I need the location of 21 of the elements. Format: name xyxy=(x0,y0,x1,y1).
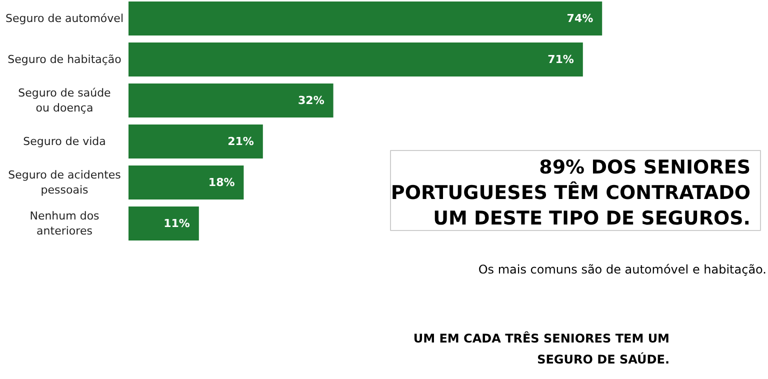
data-label: 32% xyxy=(298,94,324,107)
text: UM EM CADA TRÊS SENIORES TEM UM SEGURO DE SAÚDE. xyxy=(413,330,670,366)
data-label: 18% xyxy=(208,176,235,189)
y-tick-label: Nenhum dos anteriores xyxy=(30,210,100,238)
y-tick-label: Seguro de vida xyxy=(23,135,106,148)
y-tick-label: Seguro de saúde ou doença xyxy=(18,86,112,114)
bar xyxy=(128,166,244,200)
data-label: 71% xyxy=(548,53,574,66)
bar xyxy=(128,124,263,158)
bar xyxy=(128,84,334,118)
bar xyxy=(128,42,583,76)
data-label: 74% xyxy=(566,12,594,25)
annotation: 89% DOS SENIORES PORTUGUESES TÊM CONTRATADO UM DESTE TIPO DE SEGUROS. xyxy=(390,156,751,230)
y-tick-label: Seguro de habitação xyxy=(8,53,122,66)
bar xyxy=(128,206,199,240)
data-label: 11% xyxy=(164,217,190,230)
y-tick-label: Seguro de automóvel xyxy=(6,12,124,25)
text: Os mais comuns são de automóvel e habitação. xyxy=(478,262,766,276)
data-label: 21% xyxy=(228,135,254,148)
bar xyxy=(128,2,602,36)
y-tick-label: Seguro de acidentes pessoais xyxy=(8,168,122,196)
